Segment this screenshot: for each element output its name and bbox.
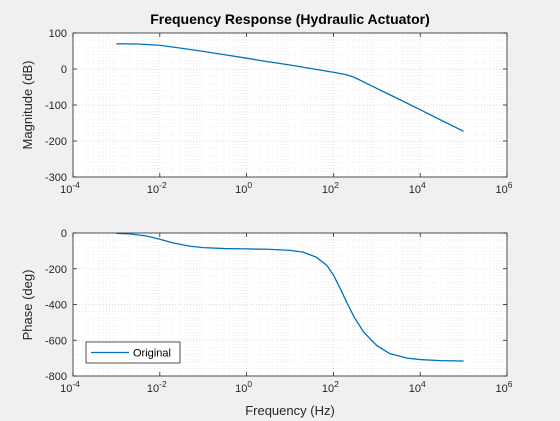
y-tick-label: 0 <box>61 64 67 76</box>
y-tick-label: 0 <box>61 228 67 240</box>
y-tick-label: -100 <box>45 100 67 112</box>
y-tick-label: -200 <box>45 136 67 148</box>
x-tick-label: 10-4 <box>60 379 80 395</box>
magnitude-y-tick-labels: 100 0 -100 -200 -300 <box>45 28 67 184</box>
legend[interactable]: Original <box>85 341 181 364</box>
x-tick-label: 10-2 <box>147 379 167 395</box>
phase-x-tick-labels: 10-4 10-2 100 102 104 106 <box>60 379 513 395</box>
legend-entry-original: Original <box>133 348 171 360</box>
y-tick-label: 100 <box>49 28 67 40</box>
x-tick-label: 10-4 <box>60 180 80 196</box>
magnitude-grid <box>72 32 508 178</box>
legend-box <box>85 341 181 364</box>
x-tick-label: 100 <box>235 180 252 196</box>
x-tick-label: 100 <box>235 379 252 395</box>
magnitude-subplot: 100 0 -100 -200 -300 10-4 10-2 100 102 104 106 Fr… <box>20 11 513 196</box>
phase-y-axis-label: Phase (deg) <box>20 270 35 341</box>
y-tick-label: -400 <box>45 300 67 312</box>
y-tick-label: -300 <box>45 172 67 184</box>
chart-title: Frequency Response (Hydraulic Actuator) <box>150 11 430 27</box>
x-tick-label: 102 <box>322 180 339 196</box>
x-tick-label: 102 <box>322 379 339 395</box>
magnitude-ticks <box>72 32 508 178</box>
phase-y-tick-labels: 0 -200 -400 -600 -800 <box>45 228 67 383</box>
phase-line <box>116 232 464 362</box>
magnitude-x-tick-labels: 10-4 10-2 100 102 104 106 <box>60 180 513 196</box>
y-tick-label: -600 <box>45 335 67 347</box>
magnitude-y-axis-label: Magnitude (dB) <box>20 61 35 150</box>
magnitude-line <box>116 43 464 132</box>
x-tick-label: 104 <box>409 379 426 395</box>
phase-subplot: 0 -200 -400 -600 -800 10-4 10-2 100 102 104 106 P… <box>20 228 513 418</box>
y-tick-label: -800 <box>45 371 67 383</box>
phase-ticks <box>72 232 508 377</box>
x-tick-label: 106 <box>496 180 513 196</box>
x-tick-label: 10-2 <box>147 180 167 196</box>
x-axis-label: Frequency (Hz) <box>245 403 335 418</box>
x-tick-label: 106 <box>496 379 513 395</box>
y-tick-label: -200 <box>45 264 67 276</box>
x-tick-label: 104 <box>409 180 426 196</box>
